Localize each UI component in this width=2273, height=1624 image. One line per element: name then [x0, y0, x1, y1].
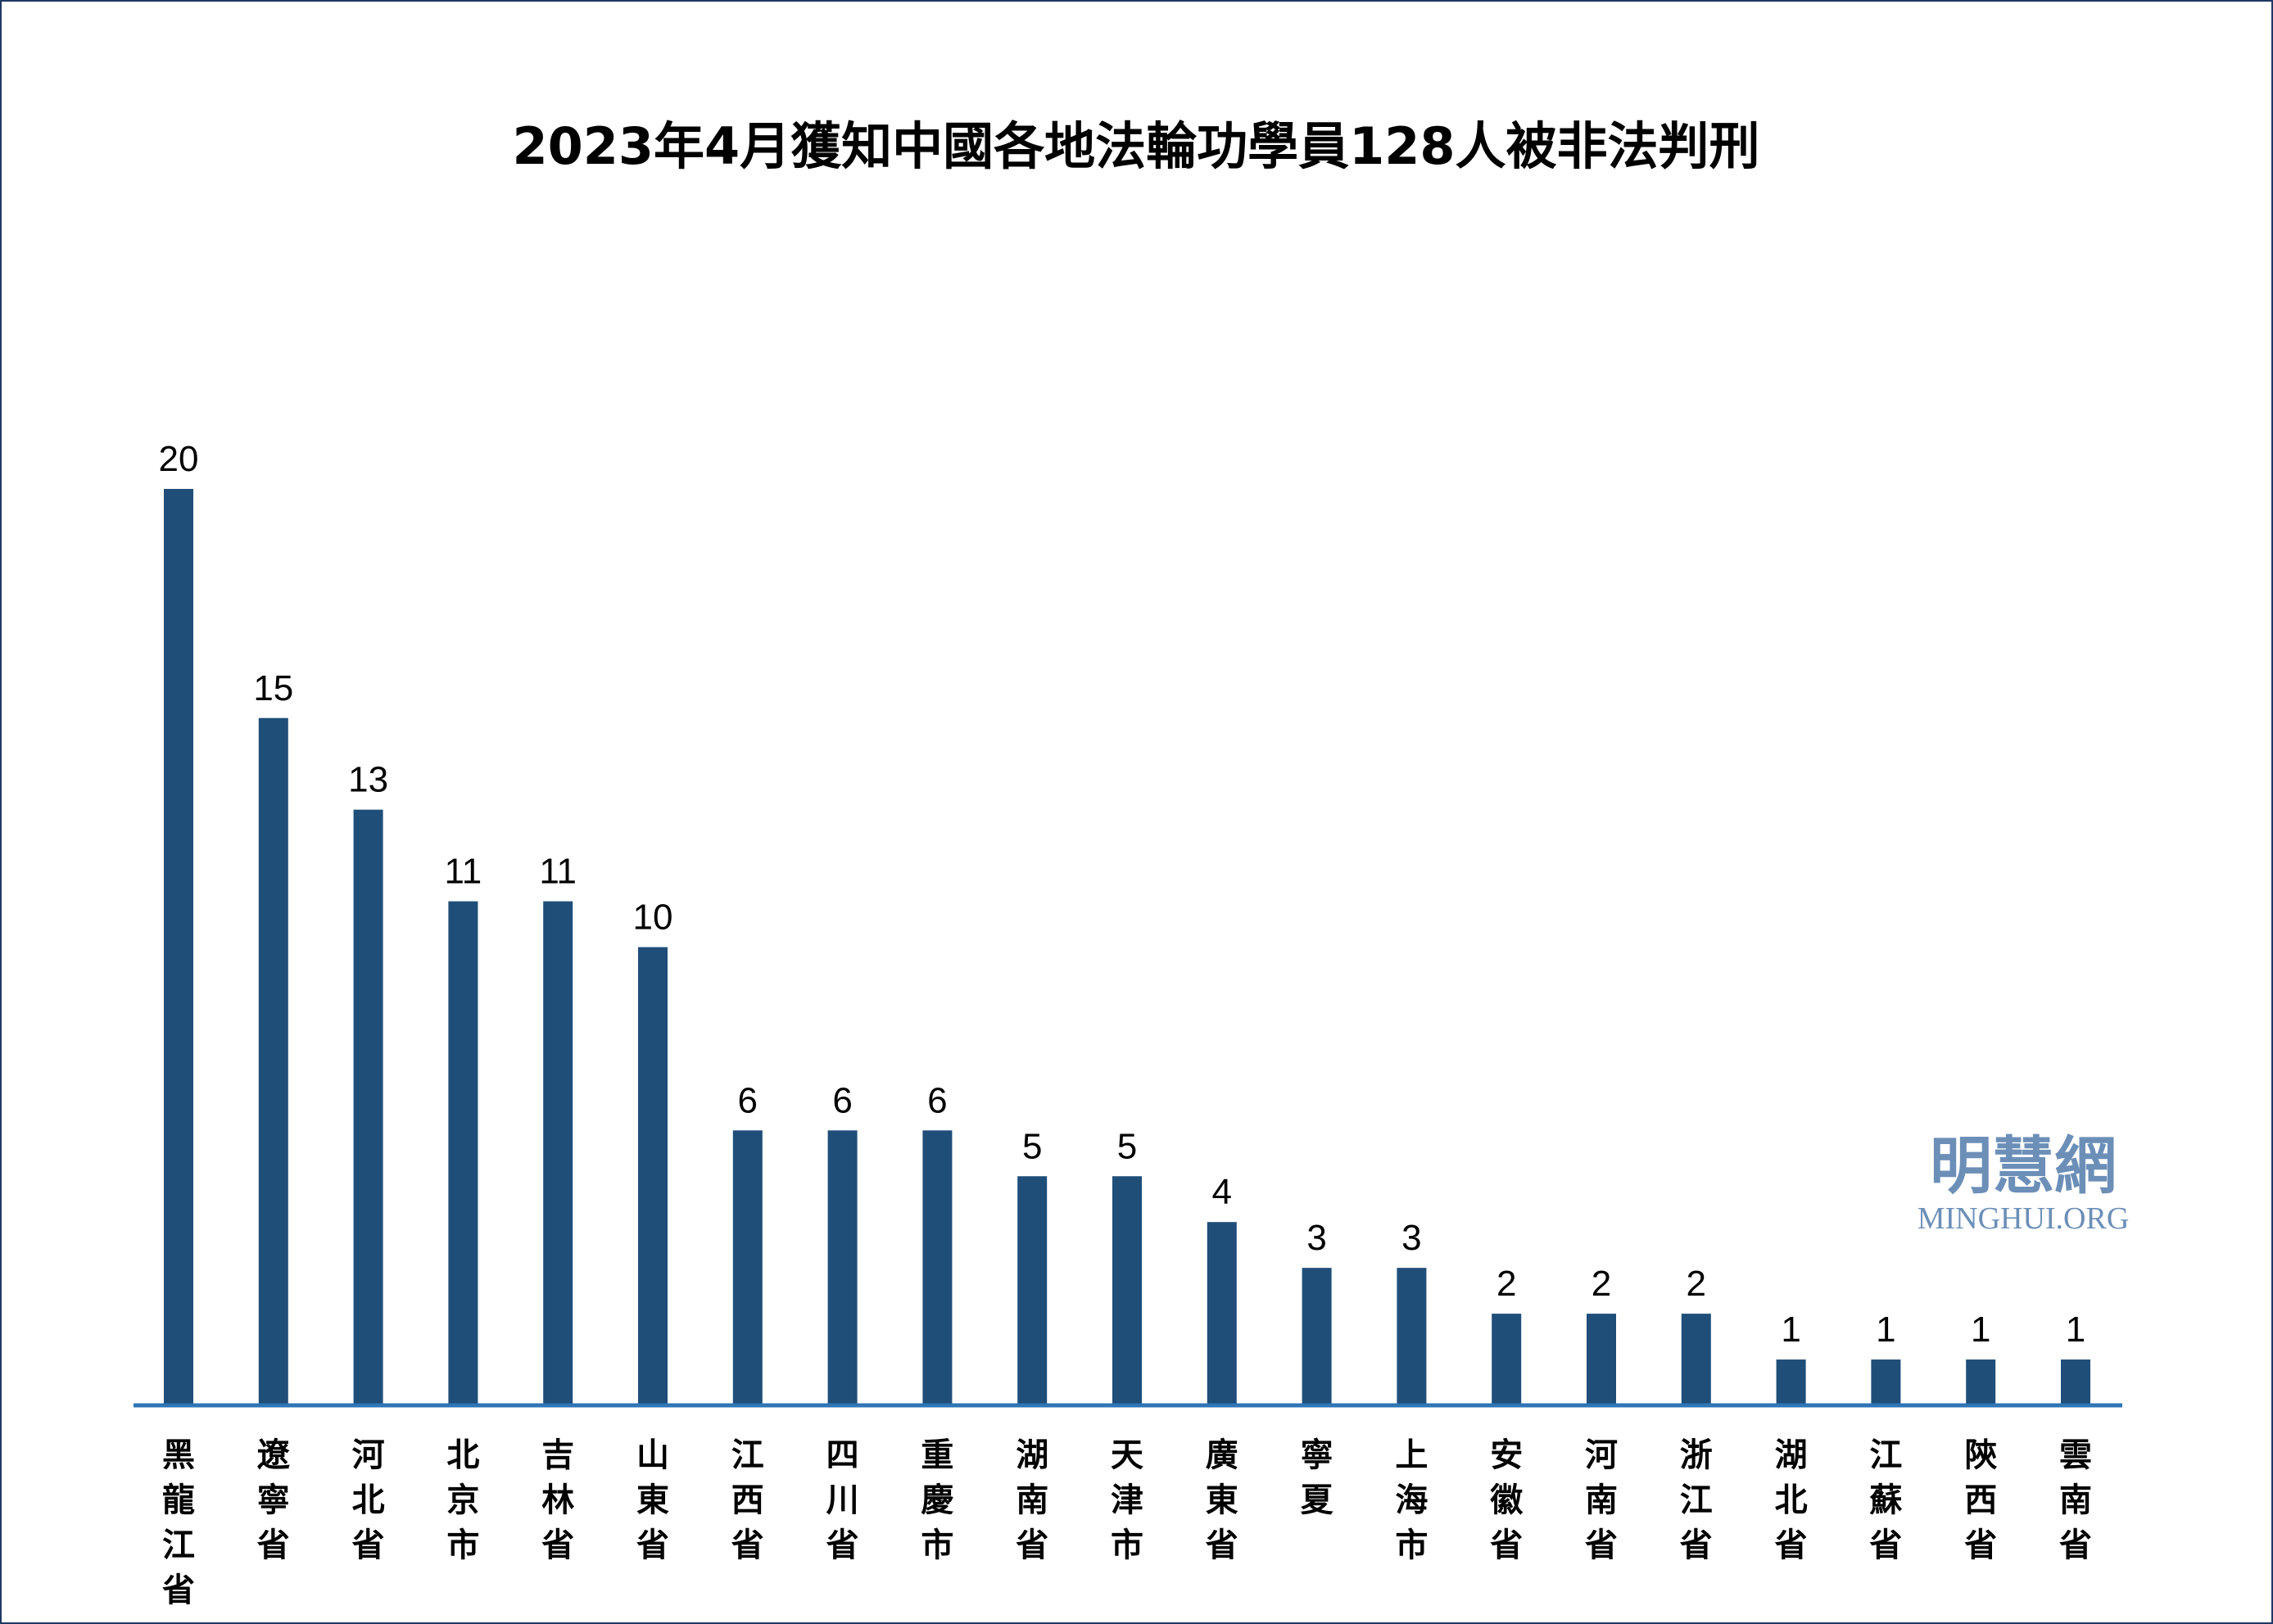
data-label: 1 [1876, 1310, 1895, 1350]
data-label: 2 [1496, 1264, 1516, 1304]
data-label: 2 [1592, 1264, 1611, 1304]
bar [164, 489, 193, 1405]
data-label: 13 [348, 760, 388, 800]
bar [2061, 1359, 2090, 1405]
chart-title: 2023年4月獲知中國各地法輪功學員128人被非法判刑 [512, 116, 1759, 176]
data-label: 6 [927, 1080, 947, 1120]
bar [1112, 1176, 1142, 1405]
x-tick-label: 浙江省 [1680, 1436, 1713, 1564]
x-tick-label: 湖南省 [1016, 1436, 1048, 1564]
data-label: 2 [1687, 1264, 1706, 1304]
bar [1492, 1314, 1522, 1405]
bar [1302, 1268, 1332, 1405]
x-tick-label: 湖北省 [1775, 1436, 1808, 1564]
x-tick-label: 江西省 [731, 1436, 764, 1564]
x-tick-label: 遼寧省 [257, 1436, 291, 1564]
x-tick-label: 吉林省 [541, 1436, 574, 1564]
bar [732, 1130, 763, 1405]
x-tick-label: 安徽省 [1489, 1436, 1524, 1564]
data-label: 3 [1401, 1218, 1421, 1258]
x-tick-label: 上海市 [1395, 1436, 1428, 1564]
data-label: 20 [159, 439, 199, 479]
logo-english: MINGHUI.ORG [1918, 1201, 2130, 1236]
x-tick-label: 寧夏 [1301, 1436, 1334, 1519]
bar [1397, 1268, 1427, 1405]
data-label: 10 [633, 898, 673, 938]
bar [1776, 1359, 1806, 1405]
data-label: 6 [832, 1080, 852, 1120]
bar [1966, 1359, 1996, 1405]
x-tick-label: 江蘇省 [1869, 1436, 1902, 1564]
data-label: 1 [2066, 1310, 2085, 1350]
data-label: 4 [1212, 1172, 1232, 1212]
x-tick-label: 陝西省 [1964, 1436, 1997, 1564]
x-tick-label: 河北省 [352, 1436, 385, 1564]
data-label: 3 [1306, 1218, 1326, 1258]
data-label: 11 [539, 852, 577, 892]
bar [448, 901, 478, 1405]
bar [922, 1130, 953, 1405]
data-label: 5 [1117, 1126, 1137, 1166]
x-tick-label: 四川省 [826, 1436, 859, 1564]
bar [638, 947, 668, 1405]
bar [1681, 1314, 1711, 1405]
bar [258, 717, 288, 1405]
x-tick-label: 雲南省 [2059, 1436, 2092, 1564]
data-label: 1 [1781, 1310, 1800, 1350]
x-tick-label: 黑龍江省 [162, 1436, 195, 1609]
minghui-logo: 明慧網 MINGHUI.ORG [1918, 1129, 2130, 1236]
data-label: 6 [738, 1080, 758, 1120]
x-tick-label: 廣東省 [1206, 1436, 1238, 1564]
x-tick-label: 天津市 [1111, 1436, 1143, 1564]
bar [1871, 1359, 1901, 1405]
bar [1207, 1222, 1237, 1405]
data-label: 15 [253, 668, 293, 708]
bar [353, 809, 383, 1405]
bar [827, 1130, 858, 1405]
x-tick-label: 重慶市 [921, 1436, 953, 1564]
x-tick-label: 河南省 [1585, 1436, 1618, 1564]
data-label: 1 [1971, 1310, 1990, 1350]
bar [543, 901, 573, 1405]
bar [1587, 1314, 1616, 1405]
bar [1017, 1176, 1048, 1405]
data-label: 5 [1022, 1126, 1042, 1166]
x-tick-label: 北京市 [446, 1436, 479, 1564]
x-tick-label: 山東省 [636, 1436, 669, 1564]
data-label: 11 [445, 852, 482, 892]
logo-chinese: 明慧網 [1930, 1129, 2117, 1202]
